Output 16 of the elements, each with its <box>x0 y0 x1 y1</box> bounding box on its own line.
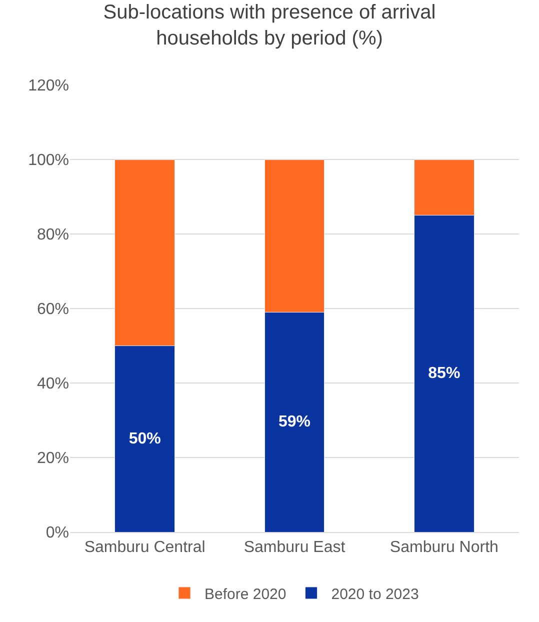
x-tick-label: Samburu Central <box>84 539 206 556</box>
y-tick-label: 60% <box>36 301 69 318</box>
data-label: 50% <box>128 430 161 448</box>
chart-title: Sub-locations with presence of arrival households by period (%) <box>103 2 436 50</box>
y-tick-label: 40% <box>36 376 69 393</box>
legend-label: Before 2020 <box>204 586 286 603</box>
data-label: 85% <box>428 365 460 382</box>
data-label: 59% <box>278 414 311 431</box>
y-tick-label: 100% <box>28 152 69 170</box>
x-tick-label: Samburu North <box>390 539 498 556</box>
y-tick-label: 20% <box>36 450 69 468</box>
y-tick-label: 120% <box>28 78 69 95</box>
y-tick-label: 0% <box>46 524 69 542</box>
legend-label: 2020 to 2023 <box>331 586 419 603</box>
y-tick-label: 80% <box>36 226 69 244</box>
x-tick-label: Samburu East <box>244 539 346 556</box>
